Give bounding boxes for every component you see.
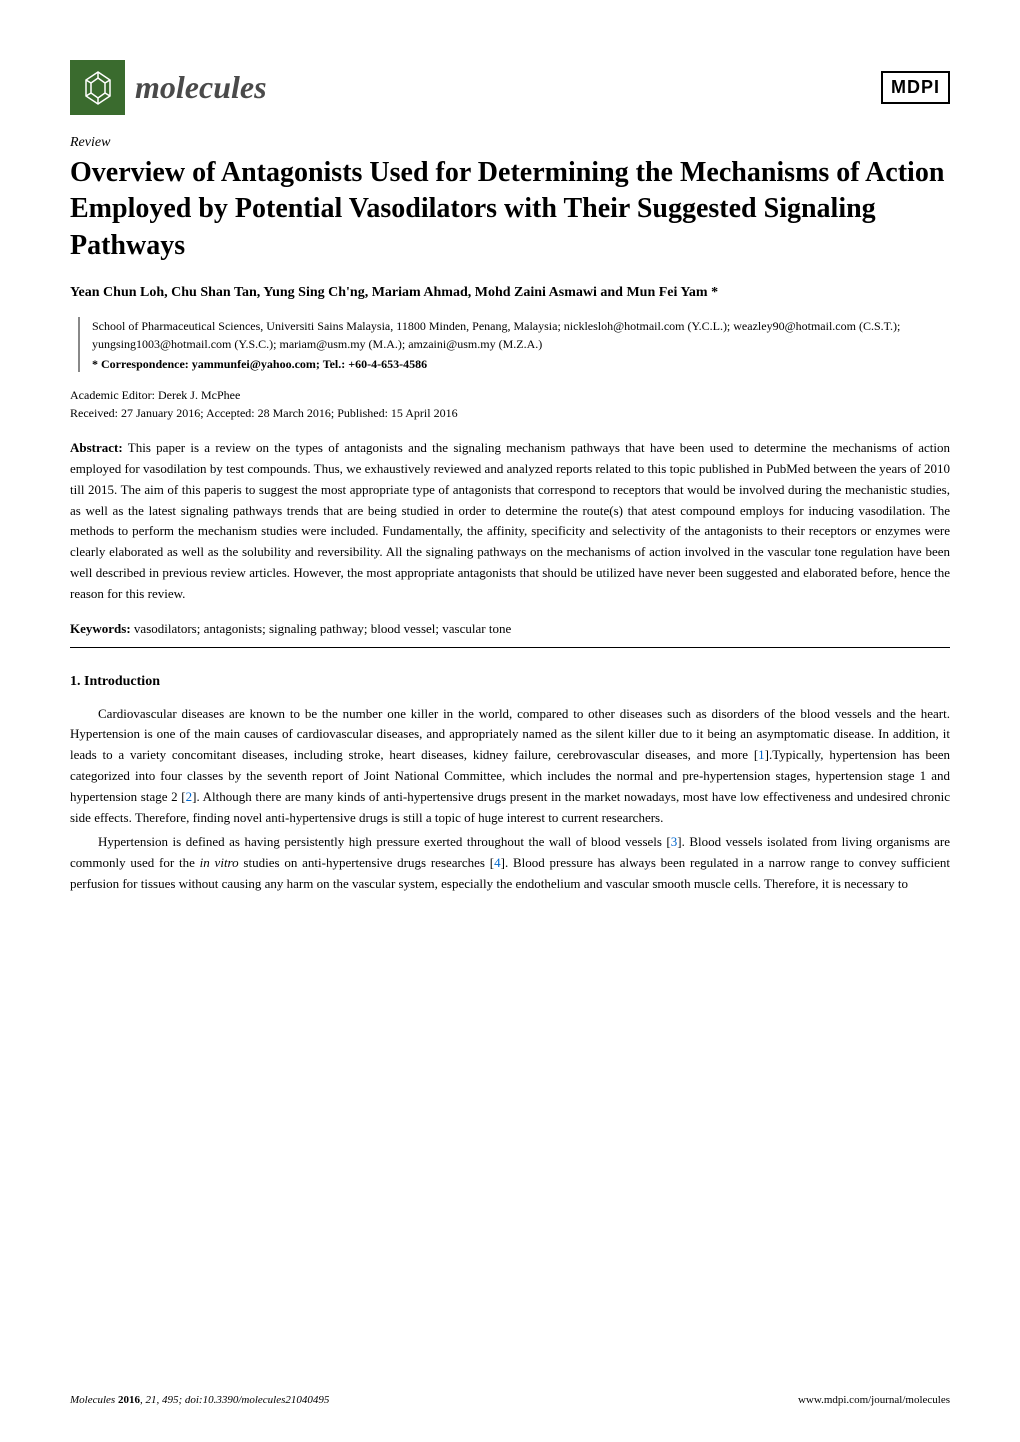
para-2-c: studies on anti-hypertensive drugs resea… — [239, 855, 494, 870]
editor-dates: Academic Editor: Derek J. McPhee Receive… — [70, 386, 950, 422]
footer-journal: Molecules — [70, 1394, 118, 1406]
academic-editor: Academic Editor: Derek J. McPhee — [70, 386, 950, 404]
affiliation-text: School of Pharmaceutical Sciences, Unive… — [92, 317, 950, 353]
journal-name: molecules — [135, 69, 267, 106]
footer-citation: , 21, 495; doi:10.3390/molecules21040495 — [140, 1394, 329, 1406]
header-row: molecules MDPI — [70, 60, 950, 115]
para-1-c: ]. Although there are many kinds of anti… — [70, 789, 950, 825]
abstract-block: Abstract: This paper is a review on the … — [70, 438, 950, 604]
publisher-logo: MDPI — [881, 71, 950, 104]
journal-logo-block: molecules — [70, 60, 267, 115]
correspondence-text: * Correspondence: yammunfei@yahoo.com; T… — [92, 357, 950, 372]
section-divider — [70, 647, 950, 648]
section-1-heading: 1. Introduction — [70, 674, 950, 690]
para-2-italic: in vitro — [200, 855, 239, 870]
abstract-text: This paper is a review on the types of a… — [70, 440, 950, 601]
article-type: Review — [70, 135, 950, 151]
footer-left: Molecules 2016, 21, 495; doi:10.3390/mol… — [70, 1394, 329, 1406]
affiliation-block: School of Pharmaceutical Sciences, Unive… — [78, 317, 950, 372]
authors-line: Yean Chun Loh, Chu Shan Tan, Yung Sing C… — [70, 282, 950, 303]
footer-year: 2016 — [118, 1394, 140, 1406]
keywords-text: vasodilators; antagonists; signaling pat… — [131, 621, 512, 636]
correspondence-inner: * Correspondence: yammunfei@yahoo.com; T… — [92, 357, 427, 371]
body-paragraph-2: Hypertension is defined as having persis… — [70, 832, 950, 894]
footer-row: Molecules 2016, 21, 495; doi:10.3390/mol… — [70, 1394, 950, 1406]
body-paragraph-1: Cardiovascular diseases are known to be … — [70, 704, 950, 829]
keywords-label: Keywords: — [70, 621, 131, 636]
para-2-a: Hypertension is defined as having persis… — [98, 834, 671, 849]
keywords-block: Keywords: vasodilators; antagonists; sig… — [70, 621, 950, 637]
article-title: Overview of Antagonists Used for Determi… — [70, 155, 950, 264]
article-dates: Received: 27 January 2016; Accepted: 28 … — [70, 404, 950, 422]
molecules-logo-icon — [70, 60, 125, 115]
abstract-label: Abstract: — [70, 440, 123, 455]
footer-right: www.mdpi.com/journal/molecules — [798, 1394, 950, 1406]
